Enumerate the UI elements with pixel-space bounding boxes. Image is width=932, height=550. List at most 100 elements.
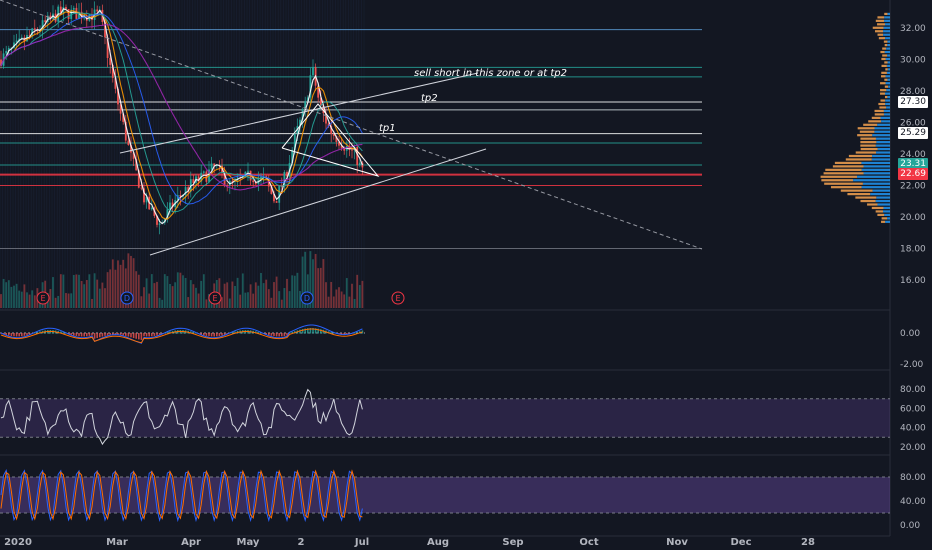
volume-bar — [252, 293, 255, 308]
candle-body — [187, 187, 190, 192]
volume-profile-sell — [879, 106, 886, 109]
volume-profile-buy — [875, 199, 890, 203]
candle-body — [252, 180, 255, 183]
macd-histogram-bar — [119, 333, 122, 335]
macd-histogram-bar — [21, 333, 23, 337]
candle-body — [327, 123, 330, 127]
candle-body — [140, 187, 143, 189]
volume-profile-sell — [847, 193, 871, 196]
volume-bar — [234, 285, 236, 308]
volume-bar — [189, 280, 192, 308]
volume-profile-sell — [834, 161, 862, 165]
volume-profile-sell — [878, 102, 886, 106]
candle-body — [117, 88, 119, 105]
macd-histogram-bar — [122, 333, 124, 336]
macd-histogram-bar — [317, 328, 319, 334]
volume-profile-sell — [881, 64, 887, 67]
price-tick-label: 30.00 — [900, 56, 926, 66]
volume-profile-sell — [881, 71, 887, 74]
volume-bar — [52, 277, 54, 308]
macd-histogram-bar — [83, 333, 85, 337]
macd-histogram-bar — [80, 333, 83, 337]
candle-body — [312, 67, 314, 76]
volume-bar — [166, 276, 169, 308]
volume-bar — [59, 274, 62, 308]
volume-bar — [192, 284, 195, 308]
candle-body — [210, 163, 213, 170]
volume-profile-sell — [874, 113, 884, 116]
volume-bar — [351, 283, 353, 308]
macd-histogram-bar — [353, 332, 356, 334]
volume-bar — [343, 294, 346, 308]
macd-histogram-bar — [140, 333, 143, 340]
time-axis-label: Aug — [427, 537, 449, 548]
volume-profile-buy — [885, 99, 890, 102]
time-axis-label: 2 — [298, 537, 305, 548]
volume-bar — [18, 290, 21, 308]
candle-body — [104, 22, 106, 38]
candle-body — [351, 149, 353, 151]
macd-histogram-bar — [343, 333, 345, 335]
event-marker — [208, 291, 222, 305]
volume-profile-sell — [877, 23, 885, 26]
volume-profile-sell — [882, 54, 888, 57]
event-marker — [36, 291, 50, 305]
time-axis-label: Jul — [354, 537, 369, 548]
volume-bar — [49, 289, 52, 308]
macd-histogram-bar — [153, 333, 156, 336]
macd-histogram-bar — [109, 333, 111, 335]
volume-bar — [340, 291, 343, 308]
macd-histogram-bar — [15, 333, 18, 337]
candle-body — [231, 180, 234, 182]
volume-bar — [88, 274, 91, 308]
annotation-tp1: tp1 — [379, 123, 396, 134]
candle-body — [20, 37, 23, 39]
volume-profile-buy — [883, 26, 890, 29]
macd-histogram-bar — [299, 329, 301, 334]
volume-bar — [239, 294, 242, 308]
volume-bar — [145, 278, 148, 308]
volume-profile-sell — [857, 134, 873, 137]
macd-histogram-bar — [203, 333, 205, 336]
volume-profile-buy — [887, 95, 890, 99]
volume-bar — [67, 293, 70, 308]
volume-bar — [257, 285, 260, 308]
candle-body — [213, 163, 216, 166]
volume-bar — [13, 285, 15, 308]
volume-bar — [197, 293, 200, 308]
volume-profile-buy — [863, 172, 890, 175]
volume-profile-buy — [870, 193, 890, 196]
volume-bar — [205, 299, 208, 308]
volume-profile-sell — [884, 95, 888, 99]
volume-profile-buy — [887, 44, 890, 47]
macd-histogram-bar — [340, 333, 343, 335]
candle-body — [356, 147, 359, 166]
moving-average-line — [0, 13, 363, 205]
volume-profile-buy — [884, 16, 890, 19]
volume-bar — [93, 273, 96, 308]
macd-tick-label: -2.00 — [900, 360, 924, 370]
macd-histogram-bar — [8, 333, 10, 336]
candle-body — [306, 97, 309, 102]
candle-body — [299, 119, 301, 127]
volume-profile-sell — [880, 75, 886, 78]
macd-histogram-bar — [205, 333, 208, 336]
volume-bar — [26, 292, 28, 308]
candle-body — [166, 209, 169, 219]
candle-body — [319, 97, 322, 106]
volume-profile-sell — [884, 85, 889, 88]
macd-histogram-bar — [78, 333, 80, 337]
macd-histogram-bar — [218, 333, 221, 337]
volume-profile-sell — [845, 158, 872, 161]
volume-bar — [208, 294, 210, 308]
volume-profile-buy — [875, 137, 890, 140]
volume-profile-sell — [872, 26, 884, 29]
candle-body — [340, 145, 343, 149]
event-marker — [120, 291, 134, 305]
macd-histogram-bar — [60, 331, 62, 334]
macd-histogram-bar — [28, 333, 31, 335]
volume-bar — [171, 286, 174, 308]
volume-profile-sell — [840, 189, 873, 192]
volume-bar — [244, 292, 247, 308]
